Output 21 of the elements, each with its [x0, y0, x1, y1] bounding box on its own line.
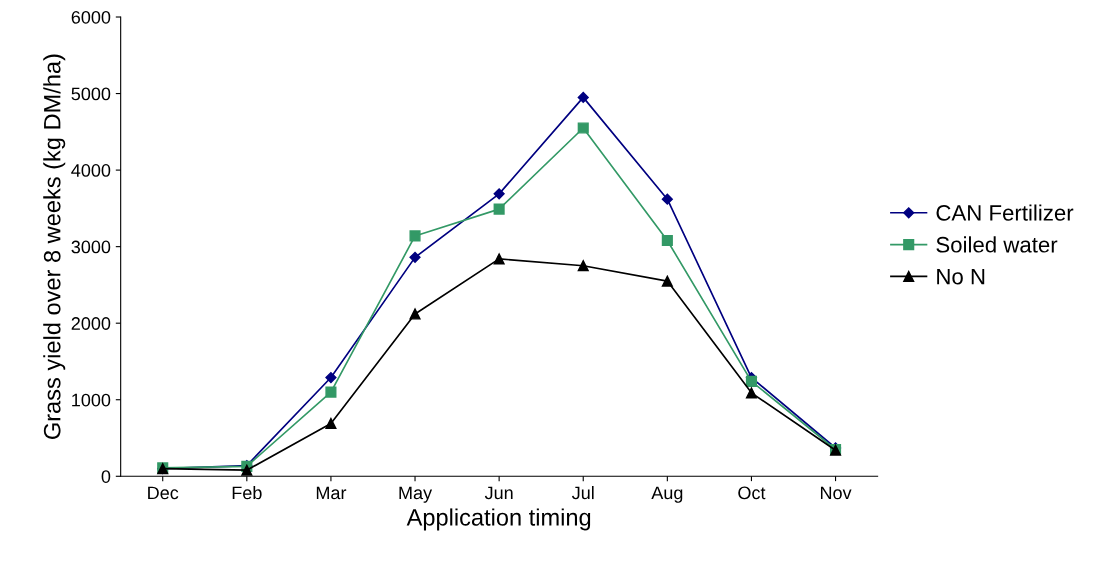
legend-label: No N — [937, 268, 985, 285]
x-tick-label: Feb — [232, 486, 262, 500]
legend-label: Soiled water — [936, 236, 1058, 253]
y-tick-label: 3000 — [71, 240, 111, 254]
y-tick-label: 1000 — [72, 393, 111, 407]
x-tick-label: Jul — [571, 486, 594, 500]
x-axis-title: Application timing — [406, 508, 591, 531]
legend-label: CAN Fertilizer — [936, 204, 1074, 221]
y-axis-title: Grass yield over 8 weeks (kg DM/ha) — [43, 54, 66, 439]
x-tick-label: Aug — [651, 486, 683, 503]
x-tick-label: Nov — [820, 486, 852, 500]
x-tick-label: Mar — [316, 486, 347, 500]
x-tick-label: Dec — [148, 486, 179, 500]
x-tick-label: Jun — [484, 486, 513, 500]
y-tick-label: 0 — [101, 470, 111, 483]
y-tick-label: 6000 — [71, 10, 111, 24]
y-tick-label: 2000 — [71, 317, 111, 330]
y-tick-label: 5000 — [71, 87, 111, 101]
x-tick-label: Oct — [738, 486, 766, 500]
x-tick-label: May — [399, 486, 433, 503]
y-tick-label: 4000 — [71, 164, 111, 177]
